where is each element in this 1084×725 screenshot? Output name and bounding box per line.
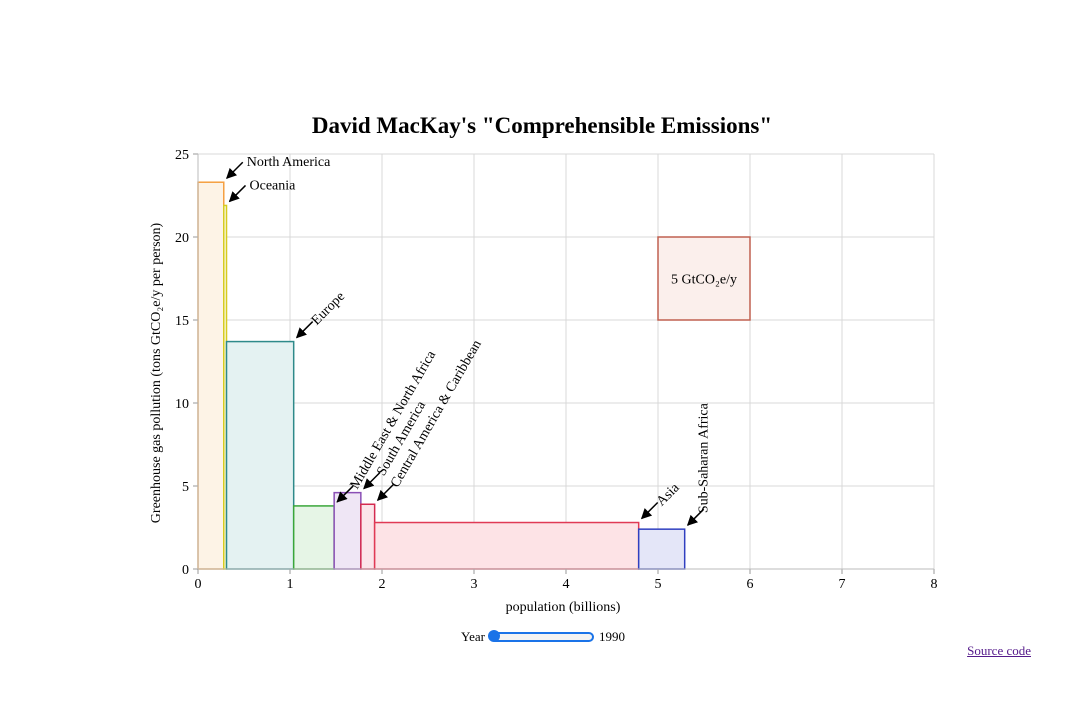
bar-label: Europe <box>309 289 348 328</box>
y-tick-label: 20 <box>175 231 189 246</box>
y-tick-label: 15 <box>175 314 189 329</box>
y-tick-label: 0 <box>182 563 189 578</box>
bar-central-america-caribbean <box>360 503 376 570</box>
bar-middle-east-north-africa <box>292 505 335 570</box>
y-tick-label: 5 <box>182 480 189 495</box>
bar-europe <box>225 340 295 570</box>
y-axis-label: Greenhouse gas pollution (tons GtCO₂e/y … <box>149 222 164 523</box>
x-tick-label: 0 <box>195 577 202 592</box>
bar-south-america <box>333 491 362 570</box>
bar-sub-saharan-africa <box>637 528 686 570</box>
x-tick-label: 7 <box>839 577 846 592</box>
year-control: Year 1990 <box>461 628 625 646</box>
bar-asia <box>373 521 640 570</box>
bar-label: Sub-Saharan Africa <box>697 402 712 513</box>
y-tick-label: 10 <box>175 397 189 412</box>
source-code-link[interactable]: Source code <box>967 643 1031 658</box>
year-value: 1990 <box>598 629 625 644</box>
label-arrow <box>363 472 381 490</box>
axes-layer: 0 1 2 3 4 5 6 7 8 0 5 10 15 20 25 <box>175 148 938 592</box>
bar-north-america <box>197 181 225 570</box>
x-tick-label: 3 <box>471 577 478 592</box>
bar-label: North America <box>247 155 331 170</box>
year-label: Year <box>461 629 485 644</box>
bar-label: Oceania <box>250 178 297 193</box>
chart-title: David MacKay's "Comprehensible Emissions… <box>311 113 773 138</box>
x-tick-label: 1 <box>287 577 294 592</box>
x-tick-label: 2 <box>379 577 386 592</box>
label-arrow <box>686 508 705 526</box>
x-tick-label: 4 <box>563 577 570 592</box>
label-arrow <box>336 485 354 503</box>
bars-layer <box>197 181 751 570</box>
year-slider[interactable] <box>487 630 594 642</box>
scale-box <box>657 236 751 321</box>
label-arrow <box>226 161 244 179</box>
label-arrow <box>228 184 247 203</box>
x-axis-label: population (billions) <box>506 600 621 615</box>
label-arrow <box>376 483 395 502</box>
label-arrow <box>640 501 659 520</box>
x-tick-label: 5 <box>655 577 662 592</box>
label-arrow <box>295 321 314 339</box>
y-tick-label: 25 <box>175 148 189 163</box>
scale-box-label: 5 GtCO₂e/y <box>671 273 737 288</box>
x-tick-label: 8 <box>931 577 938 592</box>
year-slider-knob[interactable] <box>487 630 500 642</box>
x-tick-label: 6 <box>747 577 754 592</box>
